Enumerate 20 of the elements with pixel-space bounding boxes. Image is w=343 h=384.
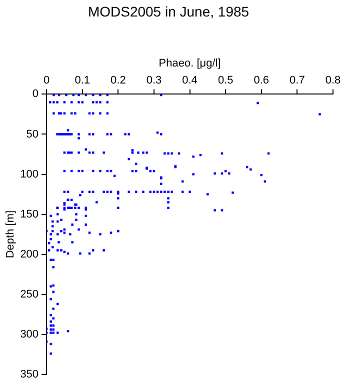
y-tick-label: 100 bbox=[20, 168, 39, 180]
y-tick-label: 0 bbox=[32, 88, 39, 100]
chart-title: MODS2005 in June, 1985 bbox=[88, 3, 250, 20]
x-tick-label: 0.5 bbox=[218, 74, 234, 87]
x-tick-label: 0.6 bbox=[254, 74, 270, 87]
x-tick-label: 0.2 bbox=[110, 74, 126, 87]
x-tick-label: 0.3 bbox=[146, 74, 162, 87]
y-axis-title: Depth [m] bbox=[4, 210, 17, 258]
x-axis-title: Phaeo. [μg/l] bbox=[158, 57, 221, 70]
x-tick-label: 0 bbox=[43, 74, 50, 87]
x-tick-label: 0.7 bbox=[290, 74, 305, 87]
y-tick-label: 250 bbox=[20, 288, 39, 300]
x-tick-label: 0.8 bbox=[325, 74, 341, 87]
y-tick-label: 350 bbox=[20, 368, 39, 380]
x-tick-label: 0.4 bbox=[182, 74, 198, 87]
x-tick-label: 0.1 bbox=[74, 74, 90, 87]
y-tick-label: 200 bbox=[20, 248, 39, 260]
y-tick-label: 300 bbox=[20, 328, 39, 340]
y-tick-label: 50 bbox=[26, 128, 39, 140]
y-tick-label: 150 bbox=[20, 208, 39, 220]
